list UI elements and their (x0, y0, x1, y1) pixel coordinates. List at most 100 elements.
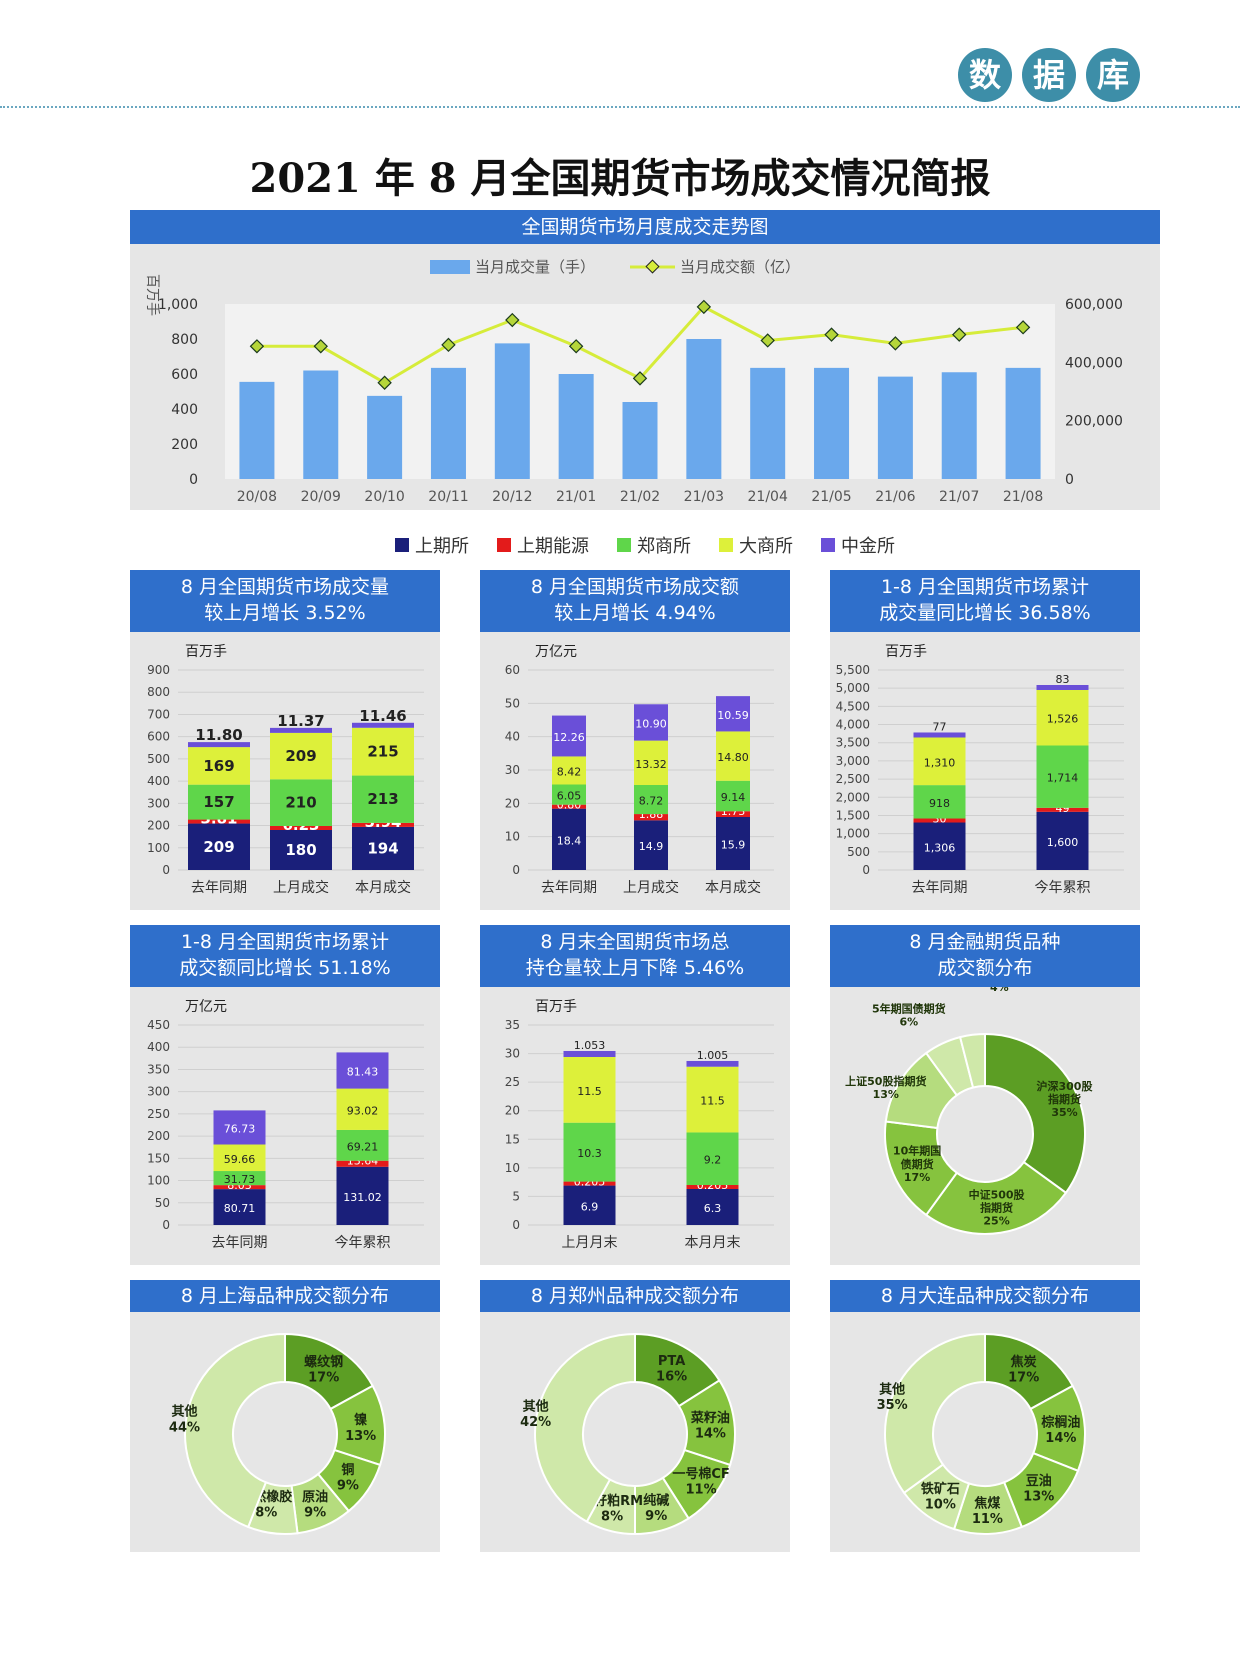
right-tick-label: 200,000 (1065, 414, 1123, 430)
data-label: 918 (929, 797, 950, 810)
slice-label: 螺纹钢 (304, 1354, 343, 1370)
panel-title-line: 1-8 月全国期货市场累计 (180, 931, 390, 953)
y-tick-label: 450 (147, 1018, 170, 1032)
data-label: 209 (203, 838, 234, 856)
slice-label: 纯碱 (643, 1492, 669, 1508)
chart-panel-title: 1-8 月全国期货市场累计 成交量同比增长 36.58% (830, 570, 1140, 632)
stack-segment (716, 731, 750, 781)
stack-segment (634, 814, 668, 821)
stack-segment (563, 1122, 616, 1182)
stack-segment (552, 756, 586, 785)
x-tick-label: 今年累积 (1035, 880, 1091, 896)
data-label: 194 (367, 839, 398, 857)
slice-label: 其他 (171, 1404, 197, 1420)
y-tick-label: 20 (505, 796, 520, 810)
data-label: 1,310 (924, 756, 956, 769)
left-tick-label: 800 (171, 332, 198, 348)
turnover-point (632, 371, 648, 386)
y-tick-label: 4,500 (836, 699, 870, 713)
y-tick-label: 40 (505, 730, 520, 744)
panel-subtitle-line: 成交额分布 (937, 957, 1033, 979)
chart-panel-title: 1-8 月全国期货市场累计 成交额同比增长 51.18% (130, 925, 440, 987)
turnover-point (249, 339, 265, 354)
slice-percent: 8% (601, 1510, 623, 1525)
stack-segment (213, 1110, 266, 1145)
turnover-point (1015, 320, 1031, 335)
page-title: 2021 年 8 月全国期货市场成交情况简报 (249, 155, 991, 202)
y-tick-label: 2,500 (836, 772, 870, 786)
stack-segment (336, 1052, 389, 1089)
turnover-point (696, 299, 712, 315)
y-tick-label: 1,500 (836, 808, 870, 822)
y-tick-label: 100 (147, 1174, 170, 1188)
x-tick-label: 20/10 (364, 489, 404, 505)
slice-percent: 17% (904, 1171, 930, 1184)
trend-chart-title: 全国期货市场月度成交走势图 (130, 210, 1160, 244)
data-label: 1,306 (924, 841, 956, 854)
volume-bar (622, 402, 658, 479)
slice-percent: 9% (304, 1506, 326, 1521)
stack-segment (188, 823, 250, 870)
stack-segment (270, 732, 332, 780)
y-tick-label: 4,000 (836, 718, 870, 732)
y-tick-label: 800 (147, 685, 170, 699)
slice-percent: 35% (1051, 1106, 1077, 1119)
y-tick-label: 100 (147, 841, 170, 855)
legend-label: 上期能源 (517, 536, 589, 557)
data-label: 1.005 (697, 1049, 729, 1062)
stack-segment (336, 1088, 389, 1130)
stack-segment (634, 820, 668, 870)
legend-item: 郑商所 (617, 532, 691, 558)
slice-label: 铁矿石 (920, 1481, 960, 1497)
slice-label: 焦炭 (1010, 1354, 1037, 1370)
y-tick-label: 30 (505, 1047, 520, 1061)
panel-subtitle-line: 成交额同比增长 51.18% (179, 957, 391, 979)
y-tick-label: 3,000 (836, 754, 870, 768)
chart-panel: 8 月全国期货市场成交额 较上月增长 4.94% 万亿元 0 10 20 30 40 50 60 去… (480, 570, 790, 910)
data-label: 180 (285, 841, 316, 859)
stack-segment (552, 804, 586, 809)
exchange-legend: 上期所 上期能源 郑商所 大商所 中金所 (130, 530, 1160, 560)
unit-label: 万亿元 (185, 999, 227, 1015)
header-badge-char: 库 (1086, 48, 1140, 102)
chart-panel: 8 月全国期货市场成交量 较上月增长 3.52% 百万手 0 100 200 300 400 5… (130, 570, 440, 910)
y-tick-label: 0 (162, 1218, 170, 1232)
data-label: 8.42 (557, 765, 582, 778)
legend-label: 大商所 (739, 536, 793, 557)
slice-label: 指期货 (1048, 1092, 1081, 1106)
slice-percent: 14% (695, 1426, 726, 1441)
slice-label: 其他 (879, 1381, 905, 1397)
y-tick-label: 350 (147, 1062, 170, 1076)
volume-bar (877, 376, 913, 479)
chart-panel: 1-8 月全国期货市场累计 成交量同比增长 36.58% 百万手 0 500 1,000 1… (830, 570, 1140, 910)
slice-label: 5年期国债期货 (872, 1001, 946, 1015)
turnover-point (505, 312, 520, 328)
stack-segment (1036, 690, 1089, 746)
panel-subtitle-line: 成交量同比增长 36.58% (879, 602, 1091, 624)
y-tick-label: 0 (162, 863, 170, 877)
data-label: 80.71 (224, 1202, 256, 1215)
legend-label: 中金所 (841, 536, 895, 557)
y-tick-label: 5 (512, 1189, 520, 1203)
chart-panel-title: 8 月上海品种成交额分布 (130, 1280, 440, 1312)
slice-percent: 42% (520, 1415, 551, 1430)
stack-segment (563, 1181, 616, 1186)
chart-svg: 万亿元 0 50 100 150 200 250 300 350 400 450 去年同期 80.71 8… (147, 999, 424, 1251)
slice-label: 上证50股指期货 (845, 1074, 926, 1088)
turnover-point (952, 327, 967, 342)
unit-label: 万亿元 (535, 644, 577, 660)
slice-label: 10年期国 (893, 1144, 941, 1158)
y-tick-label: 900 (147, 663, 170, 677)
slice-percent: 9% (645, 1509, 667, 1524)
stack-segment (352, 722, 414, 728)
data-label: 9.2 (704, 1154, 722, 1167)
slice-label: 原油 (302, 1489, 328, 1505)
stack-segment (188, 742, 250, 748)
chart-svg: 百万手0100200300400500600700800900去年同期2093.… (147, 644, 424, 896)
turnover-point (824, 327, 839, 342)
stack-segment (213, 1185, 266, 1190)
y-tick-label: 50 (155, 1196, 170, 1210)
data-label: 157 (203, 793, 234, 811)
y-tick-label: 50 (505, 696, 520, 710)
